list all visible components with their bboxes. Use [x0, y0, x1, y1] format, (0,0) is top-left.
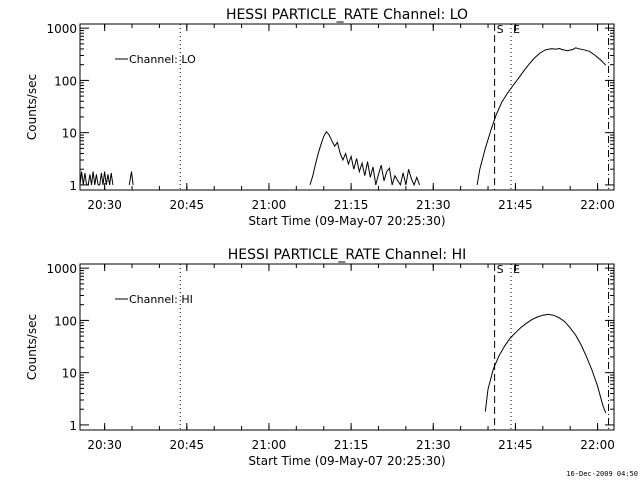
footer-timestamp: 16-Dec-2009 04:50 — [566, 470, 638, 478]
panel-1-y-axis-label: Counts/sec — [25, 74, 39, 140]
panel-1-plot-frame — [79, 23, 615, 191]
panel-1-x-tick-label: 21:00 — [252, 198, 287, 212]
panel-1-series-segment — [128, 171, 134, 185]
panel-2-y-tick-label: 100 — [54, 314, 77, 328]
panel-1-x-tick-label: 20:45 — [170, 198, 205, 212]
panel-1-marker-label-e: E — [513, 23, 520, 36]
panel-1-chart-title: HESSI PARTICLE_RATE Channel: LO — [226, 7, 468, 23]
panel-1-y-tick-label: 1000 — [46, 22, 77, 36]
panel-1-legend-label: Channel: LO — [129, 53, 196, 66]
panel-1-y-tick-label: 100 — [54, 74, 77, 88]
panel-2-x-tick-label: 21:30 — [416, 438, 451, 452]
panel-2-series-segment — [484, 313, 607, 414]
panel-2-y-tick-label: 1000 — [46, 262, 77, 276]
panel-2-y-axis-label: Counts/sec — [25, 314, 39, 380]
panel-2-x-tick-label: 21:45 — [498, 438, 533, 452]
panel-1-x-tick-label: 21:45 — [498, 198, 533, 212]
panel-2-y-tick-label: 1 — [69, 419, 77, 433]
panel-1-series-segment — [79, 171, 114, 186]
panel-2-marker-label-e: E — [513, 263, 520, 276]
panel-2-marker-label-s: S — [497, 263, 504, 276]
panel-1-x-tick-label: 21:15 — [334, 198, 369, 212]
panel-2-x-tick-label: 21:00 — [252, 438, 287, 452]
panel-2-chart-title: HESSI PARTICLE_RATE Channel: HI — [228, 247, 466, 263]
panel-2-legend-label: Channel: HI — [129, 293, 193, 306]
panel-1-x-tick-label: 21:30 — [416, 198, 451, 212]
panel-1-series-segment — [309, 130, 421, 187]
panel-2-x-tick-label: 21:15 — [334, 438, 369, 452]
panel-1-series-segment — [476, 47, 607, 185]
panel-2-y-tick-label: 10 — [62, 367, 77, 381]
panel-1-x-axis-label: Start Time (09-May-07 20:25:30) — [248, 214, 445, 228]
panel-1-y-tick-label: 1 — [69, 179, 77, 193]
panel-1-x-tick-label: 22:00 — [580, 198, 615, 212]
panel-2-plot-frame — [79, 263, 615, 431]
panel-1-y-tick-label: 10 — [62, 127, 77, 141]
panel-1-marker-label-s: S — [497, 23, 504, 36]
panel-2-x-tick-label: 20:45 — [170, 438, 205, 452]
panel-2-x-tick-label: 22:00 — [580, 438, 615, 452]
panel-2-x-axis-label: Start Time (09-May-07 20:25:30) — [248, 454, 445, 468]
panel-1-x-tick-label: 20:30 — [87, 198, 122, 212]
panel-2-x-tick-label: 20:30 — [87, 438, 122, 452]
